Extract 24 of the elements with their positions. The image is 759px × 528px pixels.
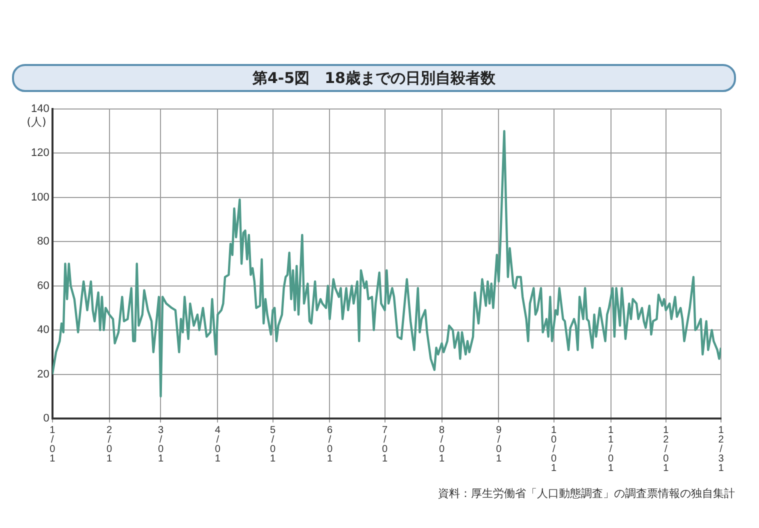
x-tick-label: 4/01 (214, 425, 221, 464)
x-tick-label: 5/01 (270, 425, 276, 464)
y-tick-label: 60 (37, 280, 50, 292)
y-tick-label: 20 (37, 368, 50, 380)
x-tick-label: 10/01 (551, 425, 558, 474)
y-tick-label: 140 (30, 103, 50, 116)
text: 資料：厚生労働省「人口動態調査」の調査票情報の独自集計 (438, 486, 735, 501)
x-tick-label: 9/01 (496, 425, 502, 464)
y-tick-label: 120 (30, 147, 50, 160)
y-tick-label: 100 (30, 191, 50, 204)
x-tick-label: 1 2/01 (663, 425, 670, 474)
chart-title: 第4-5図 18歳までの日別自殺者数 (12, 64, 736, 92)
y-tick-label: 0 (43, 412, 50, 425)
y-axis-title: (人) (26, 115, 46, 128)
x-tick-label: 6/01 (326, 425, 333, 464)
x-tick-label: 1 / 0 1 (50, 425, 56, 464)
x-tick-label: 2/01 (106, 425, 113, 464)
x-tick-label: 11/01 (608, 425, 614, 474)
y-tick-label: 40 (37, 324, 50, 336)
x-tick-label: 8/01 (439, 425, 446, 464)
x-tick-label: 3/01 (158, 425, 164, 464)
x-tick-label: 7/01 (382, 425, 388, 464)
x-tick-label: 12/31 (718, 425, 724, 474)
y-tick-label: 80 (37, 236, 50, 248)
